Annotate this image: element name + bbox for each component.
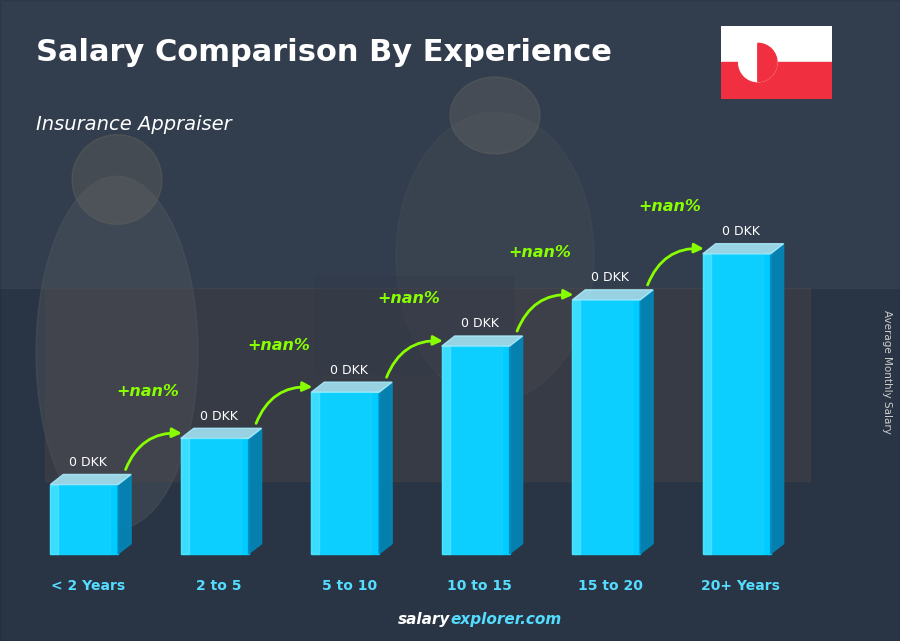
Polygon shape <box>58 485 110 554</box>
Wedge shape <box>758 44 777 81</box>
Text: 20+ Years: 20+ Years <box>701 579 780 593</box>
Ellipse shape <box>396 112 594 401</box>
Text: 2 to 5: 2 to 5 <box>196 579 241 593</box>
Polygon shape <box>379 382 392 554</box>
Text: Average Monthly Salary: Average Monthly Salary <box>881 310 892 434</box>
Text: 0 DKK: 0 DKK <box>200 410 238 423</box>
Polygon shape <box>572 290 653 300</box>
Polygon shape <box>181 438 189 554</box>
Text: 0 DKK: 0 DKK <box>330 363 368 377</box>
Polygon shape <box>572 300 640 554</box>
Polygon shape <box>50 485 118 554</box>
Ellipse shape <box>72 135 162 224</box>
Polygon shape <box>509 336 523 554</box>
Bar <box>721 26 832 62</box>
Polygon shape <box>703 254 711 554</box>
Bar <box>315 276 513 372</box>
Text: +nan%: +nan% <box>378 292 440 306</box>
Polygon shape <box>311 392 379 554</box>
Text: < 2 Years: < 2 Years <box>51 579 125 593</box>
Ellipse shape <box>36 176 198 529</box>
Text: 0 DKK: 0 DKK <box>722 225 760 238</box>
Polygon shape <box>770 244 784 554</box>
Polygon shape <box>703 254 770 554</box>
Polygon shape <box>181 428 262 438</box>
Polygon shape <box>442 346 509 554</box>
Polygon shape <box>711 254 763 554</box>
Text: +nan%: +nan% <box>248 338 310 353</box>
Text: salary: salary <box>398 612 450 627</box>
Polygon shape <box>572 300 580 554</box>
Text: Salary Comparison By Experience: Salary Comparison By Experience <box>36 38 612 67</box>
Text: +nan%: +nan% <box>639 199 701 214</box>
Text: 0 DKK: 0 DKK <box>69 456 107 469</box>
Text: 0 DKK: 0 DKK <box>591 271 629 285</box>
Text: +nan%: +nan% <box>508 246 571 260</box>
Polygon shape <box>442 336 523 346</box>
Ellipse shape <box>450 77 540 154</box>
Bar <box>721 62 832 99</box>
Bar <box>0 0 900 288</box>
Polygon shape <box>50 474 131 485</box>
Polygon shape <box>311 382 392 392</box>
Polygon shape <box>248 428 262 554</box>
Text: +nan%: +nan% <box>117 384 179 399</box>
Text: 10 to 15: 10 to 15 <box>447 579 512 593</box>
Bar <box>45 288 810 481</box>
Polygon shape <box>450 346 502 554</box>
Text: 15 to 20: 15 to 20 <box>578 579 643 593</box>
Polygon shape <box>311 392 320 554</box>
Polygon shape <box>320 392 371 554</box>
Text: explorer.com: explorer.com <box>450 612 562 627</box>
Polygon shape <box>50 485 58 554</box>
Polygon shape <box>703 244 784 254</box>
Polygon shape <box>442 346 450 554</box>
Text: 5 to 10: 5 to 10 <box>321 579 376 593</box>
Polygon shape <box>181 438 248 554</box>
Text: 0 DKK: 0 DKK <box>461 317 499 331</box>
Text: Insurance Appraiser: Insurance Appraiser <box>36 115 231 135</box>
Circle shape <box>739 44 777 81</box>
Polygon shape <box>640 290 653 554</box>
Polygon shape <box>189 438 241 554</box>
Polygon shape <box>580 300 632 554</box>
Polygon shape <box>118 474 131 554</box>
